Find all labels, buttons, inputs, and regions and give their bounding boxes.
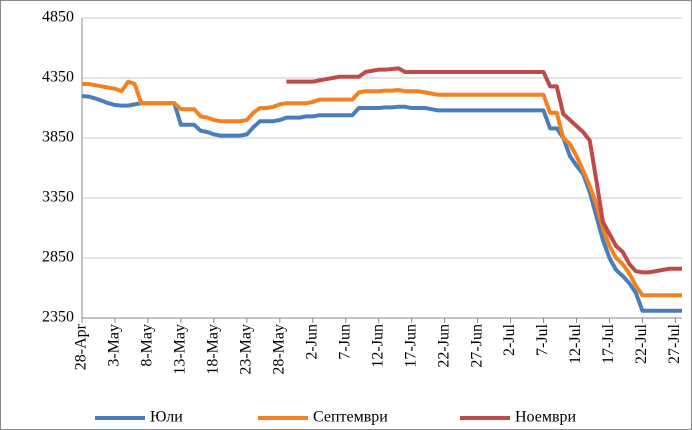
y-tick-label: 2850 <box>42 249 74 266</box>
x-tick-label: 22-Jul <box>633 323 650 364</box>
x-tick-label: 28-May <box>270 324 287 375</box>
legend-label: Ноември <box>515 409 577 426</box>
x-tick-label: 7-Jul <box>534 323 551 356</box>
x-tick-label: 23-May <box>238 324 255 375</box>
x-tick-label: 8-May <box>139 324 156 367</box>
y-tick-label: 4850 <box>42 9 74 26</box>
x-tick-label: 3-May <box>106 324 123 367</box>
y-tick-label: 3350 <box>42 189 74 206</box>
legend-label: Юли <box>150 409 183 426</box>
y-tick-label: 3850 <box>42 129 74 146</box>
x-tick-label: 12-Jun <box>369 324 386 368</box>
x-tick-label: 12-Jul <box>567 323 584 364</box>
x-tick-label: 22-Jun <box>435 324 452 368</box>
series-line <box>82 79 682 298</box>
y-tick-label: 4350 <box>42 69 74 86</box>
x-tick-label: 27-Jun <box>468 324 485 368</box>
x-tick-label: 17-Jul <box>600 323 617 364</box>
x-tick-label: 28-Apr <box>73 323 90 370</box>
x-tick-label: 7-Jun <box>336 324 353 360</box>
x-tick-label: 2-Jun <box>303 324 320 360</box>
x-tick-label: 13-May <box>172 324 189 375</box>
y-tick-label: 2350 <box>42 309 74 326</box>
x-tick-label: 17-Jun <box>402 324 419 368</box>
x-tick-label: 18-May <box>205 324 222 375</box>
series-line <box>286 66 682 275</box>
x-tick-label: 27-Jul <box>666 323 683 364</box>
legend-label: Септември <box>313 409 388 426</box>
x-tick-label: 2-Jul <box>501 323 518 356</box>
